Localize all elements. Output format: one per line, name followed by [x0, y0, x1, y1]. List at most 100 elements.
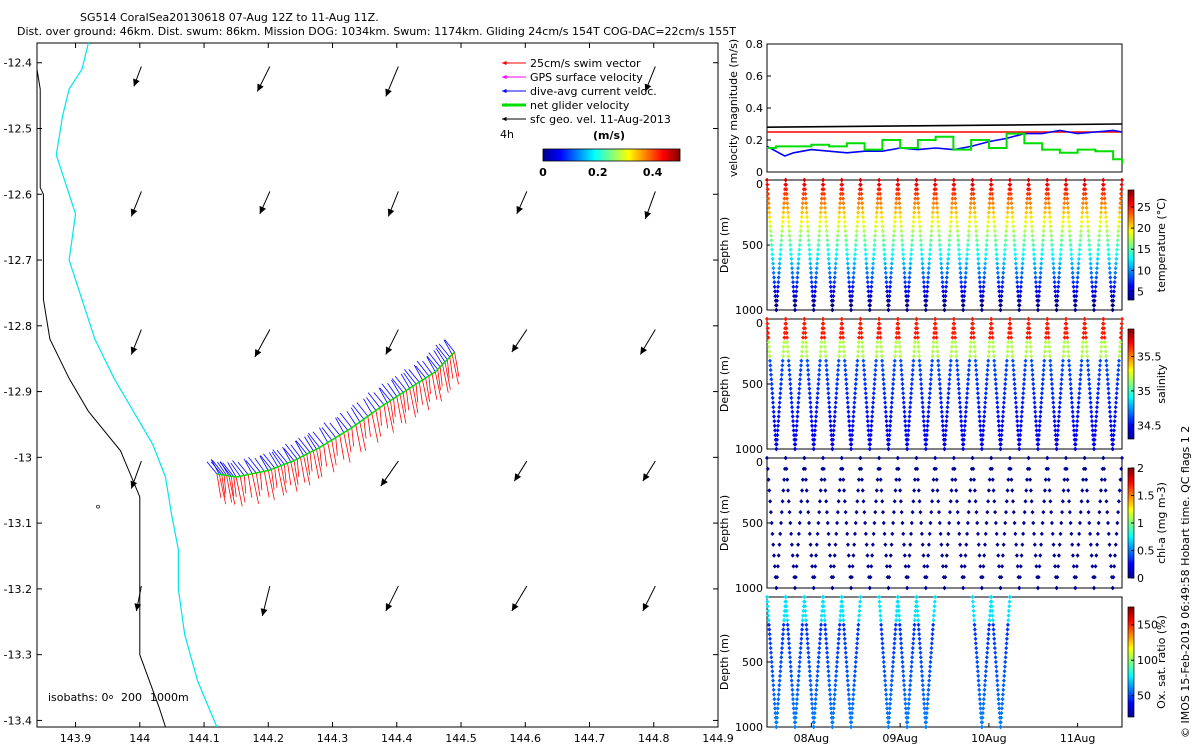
- section-point: [837, 353, 842, 359]
- section-point: [876, 330, 881, 336]
- section-point: [951, 177, 956, 183]
- section-point: [929, 367, 934, 373]
- section-point: [1112, 418, 1117, 424]
- section-point: [778, 669, 783, 674]
- section-point: [865, 270, 870, 276]
- section-point: [968, 201, 973, 206]
- section-point: [824, 228, 829, 234]
- section-point: [809, 418, 814, 424]
- section-point: [1077, 386, 1082, 391]
- time-xtick-label: 11Aug: [1060, 732, 1095, 745]
- swim-vector: [290, 461, 298, 492]
- section-point: [893, 205, 898, 211]
- section-point: [947, 381, 952, 387]
- colorbar-tick-label: 0.4: [643, 166, 663, 179]
- section-point: [1041, 224, 1046, 229]
- dac-vector: [339, 412, 353, 428]
- section-point: [926, 692, 931, 697]
- section-point: [1070, 414, 1075, 419]
- section-point: [830, 724, 835, 730]
- section-point: [997, 715, 1002, 720]
- section-point: [895, 177, 900, 183]
- section-point: [780, 228, 785, 234]
- section-point: [839, 455, 844, 461]
- section-point: [794, 710, 799, 716]
- section-point: [859, 187, 864, 192]
- section-point: [965, 520, 970, 526]
- section-point: [850, 293, 855, 299]
- section-point: [860, 344, 865, 350]
- section-point: [894, 618, 899, 623]
- section-point: [957, 261, 962, 266]
- section-point: [898, 353, 903, 359]
- section-point: [968, 344, 973, 350]
- velocity-series-line: [766, 129, 1123, 157]
- section-point: [850, 284, 855, 289]
- section-point: [963, 553, 968, 558]
- dac-vector: [254, 458, 265, 472]
- section-point: [948, 228, 953, 234]
- section-point: [809, 414, 814, 419]
- section-point: [905, 446, 910, 452]
- section-point: [877, 316, 882, 322]
- section-point: [800, 344, 805, 350]
- section-point: [813, 696, 818, 702]
- section-point: [1012, 377, 1017, 382]
- section-point: [903, 279, 908, 285]
- section-point: [939, 409, 944, 415]
- section-point: [875, 477, 880, 482]
- section-point: [951, 455, 956, 461]
- section-point: [981, 564, 986, 569]
- section-point: [1024, 344, 1029, 350]
- section-point: [975, 659, 980, 665]
- section-point: [782, 201, 787, 206]
- section-point: [902, 270, 907, 276]
- section-point: [1084, 205, 1089, 211]
- section-point: [946, 256, 951, 262]
- section-point: [922, 701, 927, 706]
- section-point: [1008, 326, 1013, 331]
- section-point: [1050, 256, 1055, 262]
- section-point: [1031, 252, 1036, 257]
- section-point: [914, 455, 919, 461]
- swim-vector: [446, 359, 450, 379]
- section-point: [822, 608, 827, 614]
- section-point: [906, 284, 911, 289]
- swim-vector: [221, 474, 226, 498]
- section-point: [995, 261, 1000, 266]
- section-point: [909, 664, 914, 669]
- section-point: [1024, 488, 1029, 493]
- swim-vector: [271, 469, 275, 490]
- section-point: [989, 316, 994, 322]
- section-point: [901, 678, 906, 683]
- map-ytick-label: -13: [14, 451, 32, 464]
- section-point: [1005, 205, 1010, 211]
- section-point: [788, 664, 793, 669]
- section-point: [885, 289, 890, 294]
- section-point: [1111, 293, 1116, 299]
- section-point: [934, 196, 939, 201]
- section-point: [1098, 488, 1103, 493]
- section-point: [847, 423, 852, 428]
- section-point: [1012, 247, 1017, 252]
- section-point: [877, 455, 882, 461]
- section-point: [846, 683, 851, 688]
- swim-vector: [267, 470, 275, 500]
- section-point: [993, 372, 998, 377]
- section-point: [888, 423, 893, 428]
- section-point: [833, 409, 838, 415]
- section-point: [852, 256, 857, 262]
- section-point: [853, 252, 858, 257]
- section-point: [874, 488, 879, 493]
- section-point: [918, 233, 923, 238]
- section-point: [917, 363, 922, 368]
- section-point: [770, 395, 775, 401]
- section-point: [877, 594, 882, 600]
- section-point: [906, 423, 911, 428]
- colorbar-tick-label: 2: [1137, 462, 1144, 475]
- section-point: [846, 414, 851, 419]
- section-point: [816, 381, 821, 387]
- section-point: [868, 432, 873, 438]
- section-point: [958, 414, 963, 419]
- section-point: [915, 326, 920, 331]
